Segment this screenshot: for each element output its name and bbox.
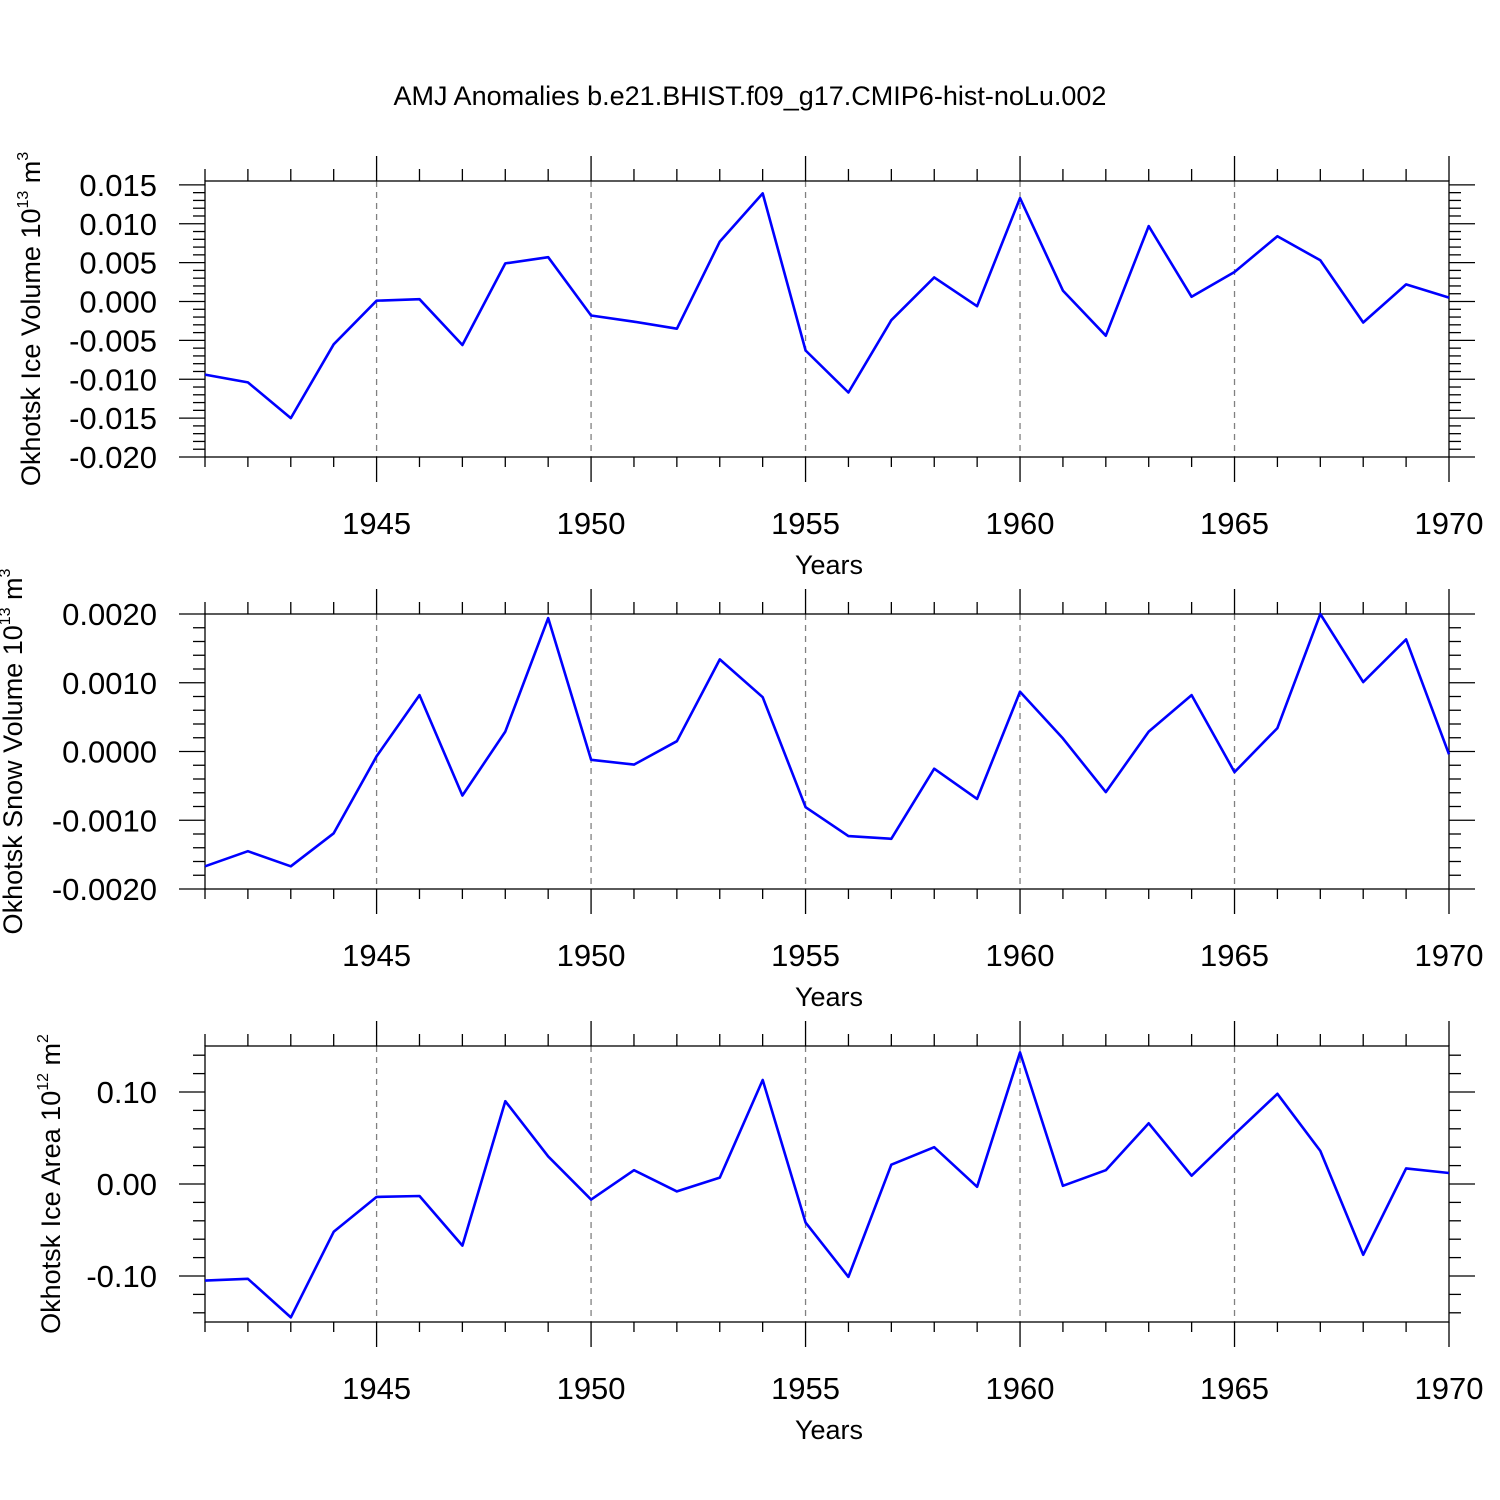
y-tick-label: -0.10: [86, 1259, 157, 1294]
x-axis-label: Years: [795, 550, 863, 580]
y-axis-label-exp: 13: [0, 607, 14, 625]
plot-frame: [204, 613, 1450, 890]
y-axis-label-main: Okhotsk Snow Volume 10: [0, 625, 28, 934]
y-axis-label: Okhotsk Ice Volume 1013 m3: [15, 152, 46, 486]
y-tick-label: 0.0020: [62, 597, 157, 632]
y-tick-label: 0.015: [79, 168, 157, 203]
y-axis-label-exp: 13: [15, 191, 32, 209]
x-tick-label: 1955: [771, 938, 840, 973]
y-axis-label-exp: 12: [35, 1073, 52, 1091]
y-tick-label: 0.00: [97, 1167, 157, 1202]
x-tick-label: 1945: [342, 506, 411, 541]
y-tick-label: -0.005: [69, 323, 157, 358]
y-axis-label-main: Okhotsk Ice Volume 10: [16, 209, 46, 487]
x-tick-label: 1955: [771, 1371, 840, 1406]
y-axis-label-unit: m: [0, 577, 28, 607]
y-tick-label: 0.000: [79, 285, 157, 320]
x-tick-label: 1970: [1415, 506, 1484, 541]
y-tick-label: -0.010: [69, 362, 157, 397]
y-axis-label-unit-exp: 2: [35, 1034, 52, 1043]
y-axis-label-main: Okhotsk Ice Area 10: [36, 1091, 66, 1334]
plot-frame: [204, 180, 1450, 458]
x-tick-label: 1970: [1415, 1371, 1484, 1406]
y-axis-label: Okhotsk Ice Area 1012 m2: [35, 1034, 66, 1334]
series-line: [204, 612, 1451, 868]
y-axis-label-unit: m: [36, 1043, 66, 1073]
x-tick-label: 1960: [986, 1371, 1055, 1406]
chart-title: AMJ Anomalies b.e21.BHIST.f09_g17.CMIP6-…: [394, 81, 1107, 111]
y-axis-label-unit: m: [16, 161, 46, 191]
y-axis-label-unit-exp: 3: [0, 568, 14, 577]
x-tick-label: 1945: [342, 938, 411, 973]
x-tick-label: 1965: [1200, 1371, 1269, 1406]
panel-ice-area: 1945 1950 1955 1960 1965 1970 0.10 0.00 -0.10 Yea…: [35, 1021, 1483, 1445]
x-tick-label: 1950: [557, 1371, 626, 1406]
x-tick-label: 1965: [1200, 938, 1269, 973]
y-tick-label: 0.10: [97, 1075, 157, 1110]
y-tick-label: -0.0020: [52, 872, 157, 907]
y-tick-label: -0.0010: [52, 803, 157, 838]
series-line: [204, 192, 1450, 420]
x-tick-label: 1960: [986, 506, 1055, 541]
y-tick-label: 0.0010: [62, 666, 157, 701]
x-tick-label: 1960: [986, 938, 1055, 973]
x-tick-label: 1950: [557, 506, 626, 541]
x-tick-label: 1955: [771, 506, 840, 541]
x-tick-label: 1950: [557, 938, 626, 973]
x-tick-label: 1970: [1415, 938, 1484, 973]
panel-snow-volume: 1945 1950 1955 1960 1965 1970 0.0020 0.0010 0.00…: [0, 568, 1483, 1012]
plot-frame: [204, 1045, 1450, 1323]
x-tick-label: 1945: [342, 1371, 411, 1406]
y-tick-label: -0.020: [69, 440, 157, 475]
x-axis-label: Years: [795, 1415, 863, 1445]
y-tick-label: 0.005: [79, 246, 157, 281]
y-tick-label: 0.010: [79, 207, 157, 242]
x-tick-label: 1965: [1200, 506, 1269, 541]
y-axis-label: Okhotsk Snow Volume 1013 m3: [0, 568, 28, 934]
y-axis-label-unit-exp: 3: [15, 152, 32, 161]
y-tick-label: -0.015: [69, 401, 157, 436]
x-axis-label: Years: [795, 982, 863, 1012]
panel-ice-volume: 1945 1950 1955 1960 1965 1970 0.015 0.010 0.005 0…: [15, 152, 1483, 580]
series-line: [204, 1051, 1450, 1319]
y-tick-label: 0.0000: [62, 735, 157, 770]
